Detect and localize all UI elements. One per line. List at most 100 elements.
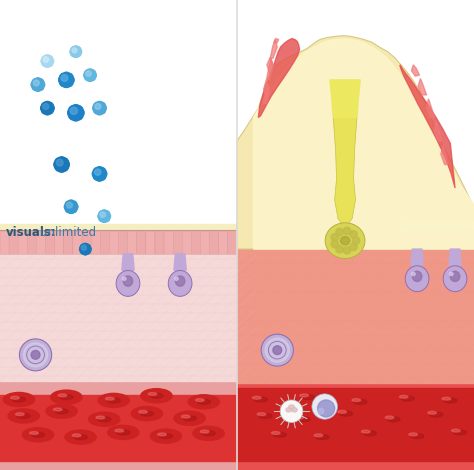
Circle shape — [85, 70, 89, 74]
Circle shape — [31, 83, 35, 86]
Circle shape — [98, 167, 101, 171]
Ellipse shape — [139, 410, 147, 413]
Ellipse shape — [250, 409, 281, 423]
Polygon shape — [330, 80, 360, 118]
Circle shape — [42, 110, 46, 113]
Polygon shape — [449, 249, 461, 266]
Text: unlimited: unlimited — [40, 226, 96, 239]
Ellipse shape — [301, 395, 315, 400]
Polygon shape — [237, 36, 474, 249]
FancyBboxPatch shape — [146, 231, 155, 254]
Ellipse shape — [22, 428, 54, 442]
Ellipse shape — [362, 430, 370, 433]
FancyBboxPatch shape — [422, 227, 430, 250]
FancyBboxPatch shape — [0, 231, 9, 254]
Circle shape — [101, 110, 105, 113]
Ellipse shape — [183, 416, 196, 421]
Ellipse shape — [354, 426, 385, 440]
Ellipse shape — [254, 397, 267, 402]
Circle shape — [85, 77, 89, 80]
Circle shape — [102, 219, 106, 222]
Circle shape — [78, 107, 82, 111]
Ellipse shape — [292, 407, 297, 412]
Ellipse shape — [420, 407, 452, 422]
Bar — [401, 222, 474, 229]
Ellipse shape — [148, 392, 157, 395]
Circle shape — [94, 103, 98, 107]
Ellipse shape — [443, 266, 467, 291]
Ellipse shape — [401, 396, 414, 401]
Circle shape — [98, 102, 101, 105]
Circle shape — [64, 205, 68, 209]
FancyBboxPatch shape — [430, 227, 437, 250]
Ellipse shape — [12, 397, 26, 402]
Circle shape — [350, 231, 357, 238]
FancyBboxPatch shape — [415, 227, 422, 250]
Circle shape — [100, 212, 103, 215]
Circle shape — [41, 55, 54, 67]
Ellipse shape — [108, 425, 139, 439]
Ellipse shape — [259, 414, 272, 418]
FancyBboxPatch shape — [219, 231, 228, 254]
Circle shape — [343, 247, 351, 254]
Ellipse shape — [117, 430, 130, 435]
Circle shape — [66, 208, 70, 212]
Circle shape — [101, 103, 105, 107]
FancyBboxPatch shape — [191, 231, 201, 254]
Circle shape — [23, 343, 47, 367]
Circle shape — [78, 50, 82, 53]
Ellipse shape — [168, 270, 192, 297]
Ellipse shape — [150, 393, 163, 398]
Text: visuals:: visuals: — [6, 226, 56, 239]
Circle shape — [59, 78, 63, 82]
Ellipse shape — [412, 271, 422, 282]
Ellipse shape — [273, 432, 286, 437]
FancyBboxPatch shape — [64, 231, 73, 254]
FancyBboxPatch shape — [109, 231, 118, 254]
Circle shape — [42, 103, 46, 107]
Circle shape — [46, 64, 49, 67]
Circle shape — [39, 86, 43, 90]
Ellipse shape — [253, 396, 261, 399]
Polygon shape — [411, 249, 423, 266]
Polygon shape — [254, 39, 474, 249]
FancyBboxPatch shape — [466, 227, 474, 250]
Circle shape — [50, 59, 54, 63]
FancyBboxPatch shape — [46, 231, 55, 254]
Circle shape — [318, 400, 335, 417]
Ellipse shape — [452, 429, 460, 432]
Ellipse shape — [74, 435, 87, 439]
FancyBboxPatch shape — [9, 231, 18, 254]
Circle shape — [81, 251, 84, 253]
Ellipse shape — [116, 270, 140, 297]
Circle shape — [70, 46, 82, 57]
Circle shape — [33, 86, 36, 90]
Ellipse shape — [30, 431, 38, 434]
FancyBboxPatch shape — [155, 231, 164, 254]
Ellipse shape — [378, 412, 409, 426]
FancyBboxPatch shape — [137, 231, 146, 254]
Ellipse shape — [314, 434, 323, 437]
Circle shape — [72, 47, 74, 50]
Circle shape — [77, 53, 80, 56]
FancyBboxPatch shape — [228, 231, 237, 254]
Circle shape — [101, 175, 105, 180]
Circle shape — [74, 54, 77, 57]
Circle shape — [49, 56, 52, 60]
Circle shape — [77, 47, 80, 50]
Circle shape — [74, 205, 78, 209]
Ellipse shape — [193, 426, 224, 440]
Circle shape — [102, 106, 106, 110]
Circle shape — [93, 102, 106, 115]
Ellipse shape — [31, 351, 40, 359]
Polygon shape — [441, 145, 448, 164]
Circle shape — [343, 227, 351, 235]
Polygon shape — [418, 78, 427, 95]
Circle shape — [61, 75, 68, 81]
FancyBboxPatch shape — [164, 231, 173, 254]
Circle shape — [60, 157, 64, 161]
FancyBboxPatch shape — [118, 231, 128, 254]
Circle shape — [94, 175, 98, 180]
Polygon shape — [122, 254, 134, 270]
Circle shape — [93, 106, 97, 110]
